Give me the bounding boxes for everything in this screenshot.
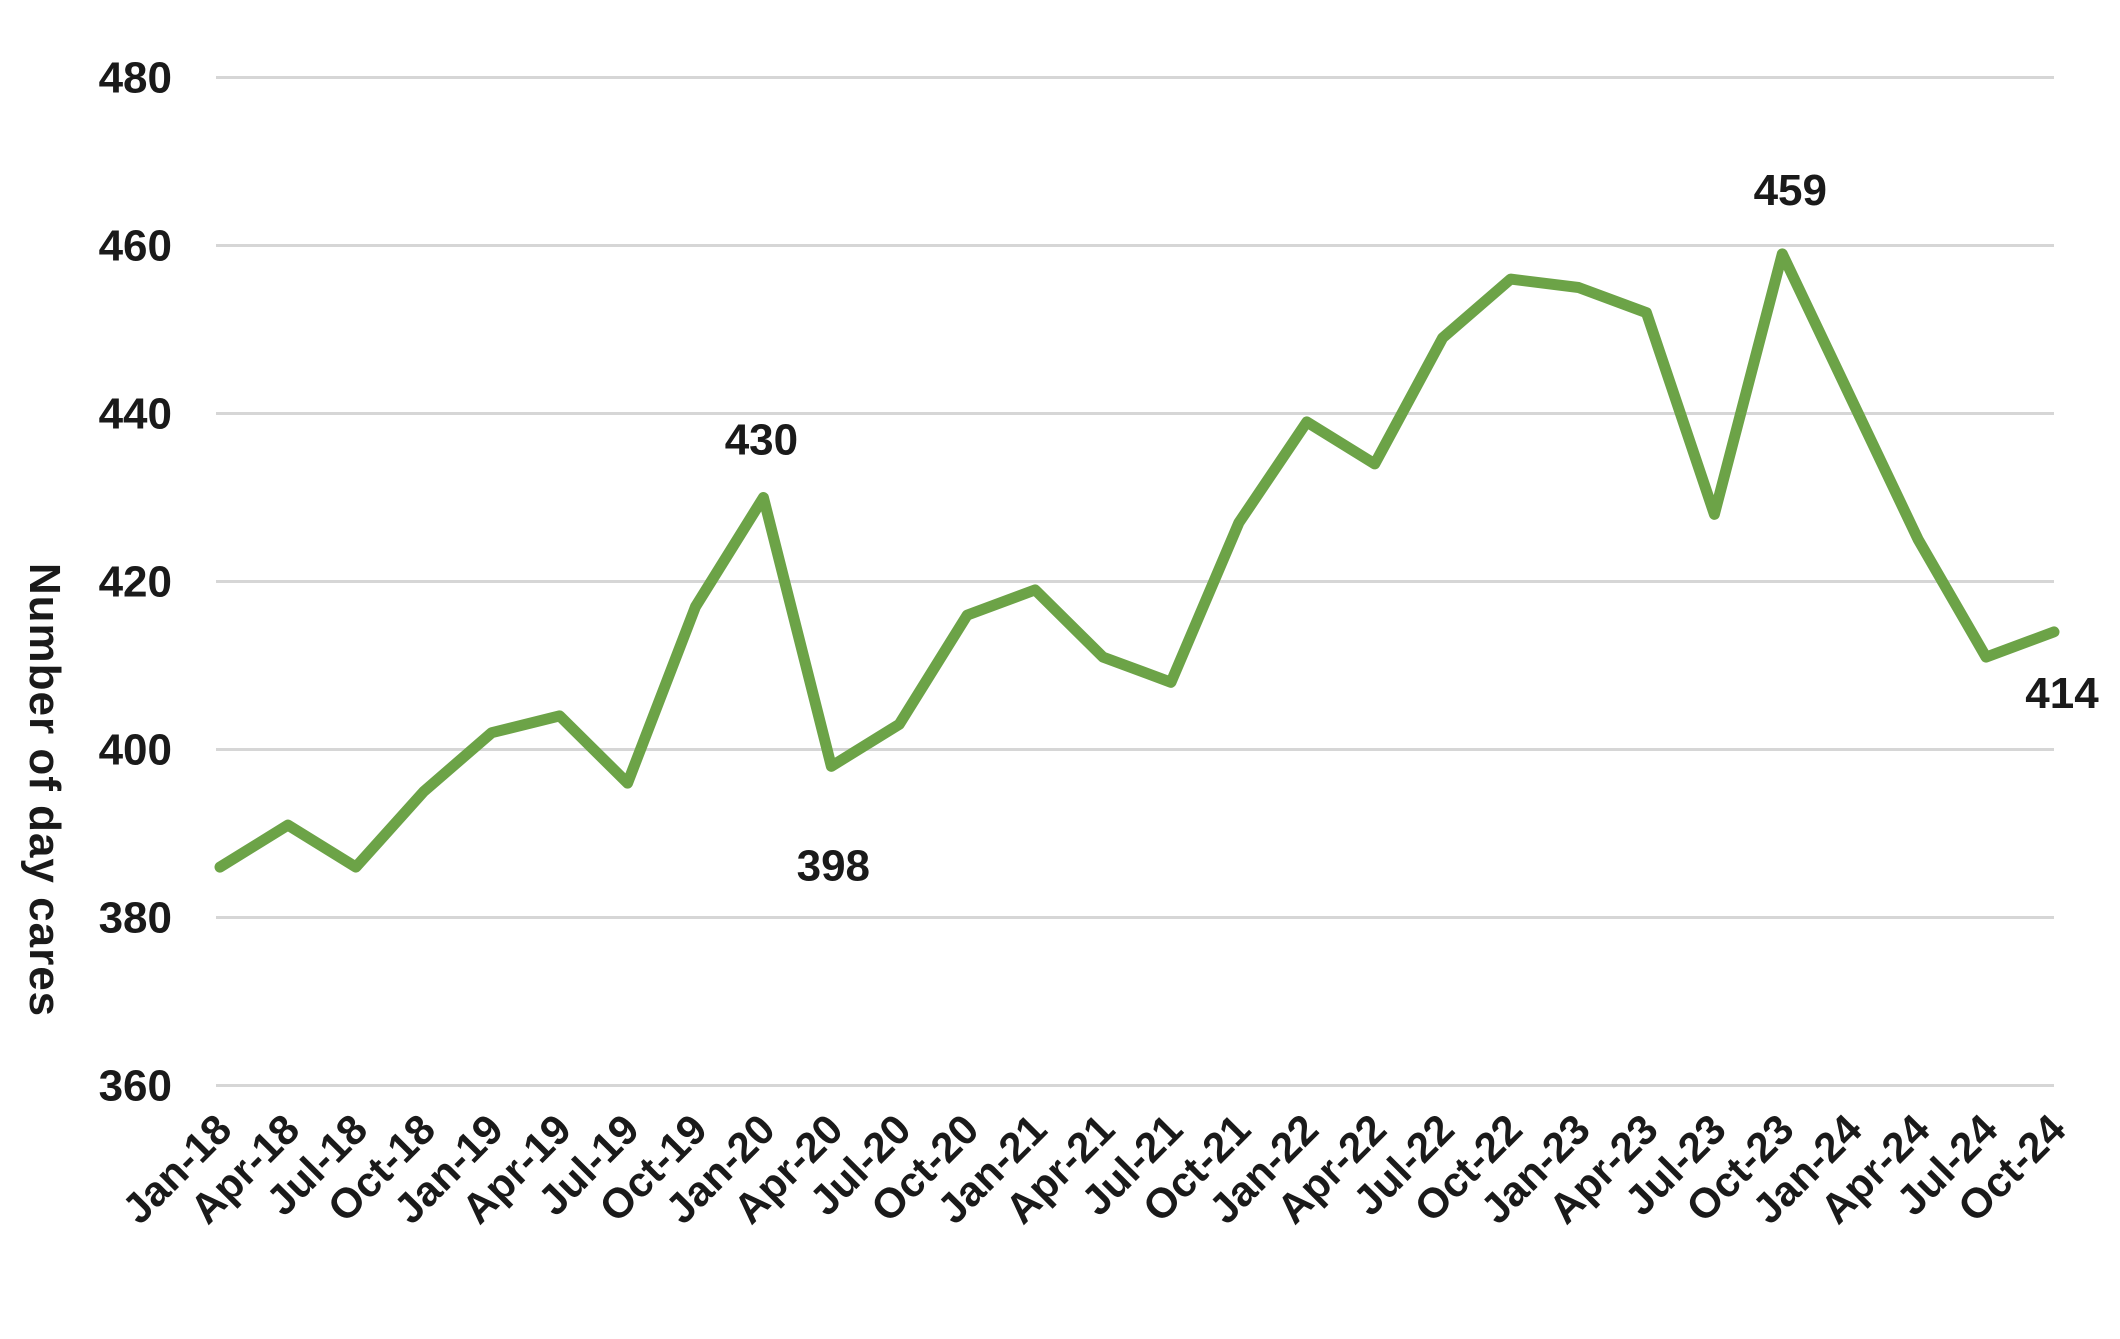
y-tick-label: 360 — [99, 1062, 172, 1111]
series-line — [214, 248, 2060, 873]
y-tick-label: 460 — [99, 222, 172, 271]
y-axis-title: Number of day cares — [20, 562, 69, 1018]
y-tick-label: 440 — [99, 390, 172, 439]
y-tick-label: 380 — [99, 894, 172, 943]
y-tick-label: 480 — [99, 54, 172, 103]
y-tick-label: 400 — [99, 726, 172, 775]
y-tick-label: 420 — [99, 558, 172, 607]
data-label: 398 — [797, 841, 870, 890]
data-label: 430 — [725, 416, 798, 465]
data-label: 414 — [2025, 669, 2099, 718]
data-label: 459 — [1754, 166, 1827, 215]
